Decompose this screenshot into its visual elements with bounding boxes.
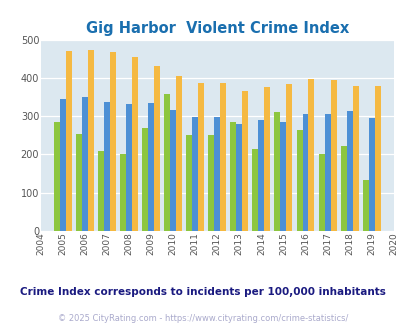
Bar bbox=[324, 114, 330, 231]
Bar bbox=[330, 80, 336, 231]
Bar bbox=[60, 99, 66, 231]
Bar bbox=[87, 50, 94, 231]
Bar bbox=[302, 114, 308, 231]
Title: Gig Harbor  Violent Crime Index: Gig Harbor Violent Crime Index bbox=[85, 21, 348, 36]
Bar bbox=[153, 66, 160, 231]
Bar bbox=[132, 57, 138, 231]
Bar bbox=[242, 90, 247, 231]
Bar bbox=[176, 76, 181, 231]
Bar bbox=[53, 122, 60, 231]
Bar bbox=[192, 116, 198, 231]
Bar bbox=[126, 104, 132, 231]
Bar bbox=[76, 134, 81, 231]
Bar bbox=[258, 120, 264, 231]
Bar bbox=[286, 84, 292, 231]
Bar bbox=[208, 135, 214, 231]
Bar bbox=[148, 103, 153, 231]
Bar bbox=[214, 116, 220, 231]
Bar bbox=[109, 52, 115, 231]
Bar bbox=[186, 135, 192, 231]
Bar bbox=[142, 128, 148, 231]
Bar bbox=[280, 122, 286, 231]
Bar bbox=[119, 154, 126, 231]
Bar bbox=[264, 87, 270, 231]
Bar bbox=[296, 130, 302, 231]
Bar bbox=[362, 181, 368, 231]
Bar bbox=[164, 94, 170, 231]
Bar bbox=[66, 51, 71, 231]
Bar bbox=[318, 154, 324, 231]
Bar bbox=[170, 110, 176, 231]
Bar bbox=[104, 102, 109, 231]
Bar bbox=[81, 97, 87, 231]
Text: Crime Index corresponds to incidents per 100,000 inhabitants: Crime Index corresponds to incidents per… bbox=[20, 287, 385, 297]
Bar bbox=[198, 83, 204, 231]
Bar bbox=[230, 122, 236, 231]
Text: © 2025 CityRating.com - https://www.cityrating.com/crime-statistics/: © 2025 CityRating.com - https://www.city… bbox=[58, 314, 347, 323]
Bar bbox=[220, 83, 226, 231]
Bar bbox=[346, 111, 352, 231]
Bar bbox=[236, 124, 242, 231]
Bar bbox=[98, 150, 104, 231]
Bar bbox=[274, 112, 280, 231]
Bar bbox=[340, 146, 346, 231]
Bar bbox=[374, 86, 380, 231]
Bar bbox=[252, 149, 258, 231]
Bar bbox=[368, 118, 374, 231]
Bar bbox=[352, 85, 358, 231]
Bar bbox=[308, 79, 314, 231]
